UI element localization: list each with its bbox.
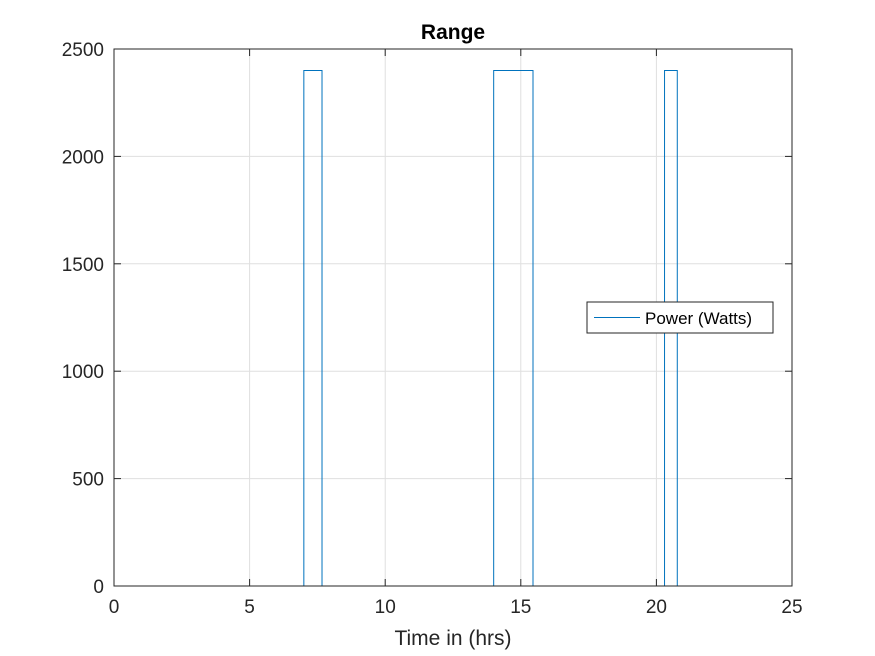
y-tick-label: 500 [72,470,104,491]
x-tick-label: 25 [781,597,802,618]
y-tick-label: 0 [93,577,104,598]
y-tick-label: 2500 [62,40,104,61]
x-tick-label: 5 [244,597,255,618]
legend: Power (Watts) [586,301,774,334]
plot-frame [113,48,793,587]
tick-marks [113,48,793,587]
x-tick-label: 10 [375,597,396,618]
series-layer [114,69,765,587]
tick-labels: 0 5 10 15 20 25 0 500 1000 1500 2000 2500 [62,40,803,618]
x-tick-label: 20 [646,597,667,618]
x-tick-label: 0 [109,597,120,618]
x-tick-label: 15 [510,597,531,618]
y-tick-label: 1000 [62,362,104,383]
y-tick-label: 1500 [62,255,104,276]
series-line-power [114,69,765,587]
x-axis-label: Time in (hrs) [394,627,511,650]
chart-title: Range [421,21,485,44]
legend-label-power: Power (Watts) [645,309,752,328]
y-tick-label: 2000 [62,147,104,168]
